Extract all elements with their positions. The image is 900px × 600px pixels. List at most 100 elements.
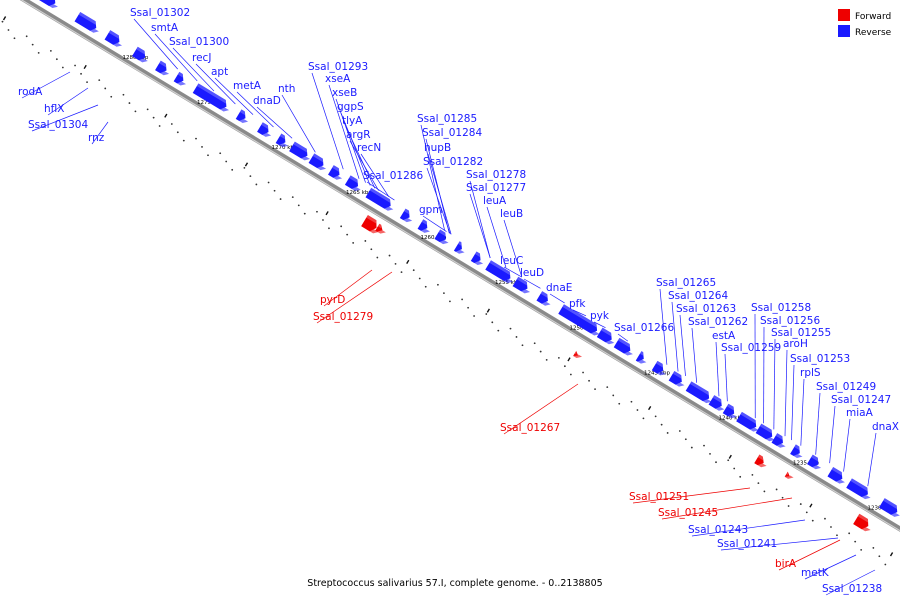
- gene-label-apt: apt: [211, 66, 228, 78]
- gene-label-ssal-01259: Ssal_01259: [721, 342, 781, 354]
- ruler-dot: [346, 233, 349, 236]
- ruler-dot: [340, 225, 343, 228]
- gene-label-ssal-01284: Ssal_01284: [422, 127, 482, 139]
- label-leader: [47, 87, 89, 116]
- ruler-dot: [225, 160, 228, 163]
- gene-arrow-reverse: [635, 351, 647, 364]
- gene-arrow-forward: [853, 513, 871, 532]
- ruler-dot: [207, 154, 209, 157]
- gene-label-hflx: hflX: [44, 103, 64, 115]
- label-leader: [503, 383, 579, 435]
- ruler-dot: [98, 79, 101, 82]
- genome-axis-line: [19, 0, 900, 532]
- ruler-dot: [37, 51, 40, 54]
- gene-label-aroh: aroH: [783, 338, 808, 350]
- gene-label-ssal-01286: Ssal_01286: [363, 170, 423, 182]
- ruler-dot: [690, 446, 693, 449]
- gene-label-ssal-01285: Ssal_01285: [417, 113, 477, 125]
- ruler-dot: [7, 29, 10, 31]
- ruler-dot: [739, 475, 742, 478]
- ruler-dot: [13, 37, 16, 40]
- gene-arrow-reverse: [722, 403, 737, 419]
- genome-caption: Streptococcus salivarius 57.I, complete …: [307, 578, 602, 589]
- ruler-dot: [152, 116, 155, 119]
- label-leader: [791, 364, 795, 441]
- gene-label-pyrd: pyrD: [320, 294, 345, 306]
- gene-arrow-reverse: [807, 454, 822, 470]
- gene-label-dnax: dnaX: [872, 421, 899, 433]
- gene-label-ssal-01238: Ssal_01238: [822, 583, 882, 595]
- gene-arrow-reverse: [26, 0, 58, 9]
- label-leader: [345, 126, 376, 189]
- label-leader: [829, 405, 836, 464]
- gene-label-dnad: dnaD: [253, 95, 281, 107]
- ruler-dot: [703, 444, 705, 447]
- ruler-tick: [164, 113, 168, 118]
- gene-arrow-reverse: [344, 175, 361, 192]
- label-leader: [773, 338, 776, 430]
- label-leader: [469, 193, 491, 259]
- ruler-dot: [388, 254, 391, 257]
- gene-arrow-reverse: [289, 141, 311, 161]
- label-leader: [91, 121, 109, 145]
- gene-label-ssal-01265: Ssal_01265: [656, 277, 716, 289]
- label-leader: [256, 106, 293, 139]
- ruler-dot: [539, 350, 542, 353]
- ruler-dot: [297, 204, 300, 207]
- gene-label-ssal-01263: Ssal_01263: [676, 303, 736, 315]
- gene-label-ssal-01282: Ssal_01282: [423, 156, 483, 168]
- gene-arrow-reverse: [275, 133, 289, 148]
- ruler-dot: [182, 139, 185, 142]
- gene-label-ssal-01304: Ssal_01304: [28, 119, 88, 131]
- ruler-dot: [678, 430, 681, 432]
- ruler-dot: [352, 242, 355, 244]
- gene-label-argr: argR: [346, 129, 371, 141]
- ruler-dot: [854, 540, 857, 543]
- gene-label-xsea: xseA: [325, 73, 351, 85]
- ruler-dot: [618, 402, 621, 405]
- gene-label-ssal-01247: Ssal_01247: [831, 394, 891, 406]
- ruler-dot: [195, 137, 197, 140]
- label-leader: [422, 215, 447, 232]
- label-leader: [691, 327, 698, 383]
- ruler-dot: [443, 292, 445, 294]
- ruler-dot: [533, 342, 536, 345]
- gene-arrow-reverse: [328, 165, 343, 180]
- ruler-dot: [805, 511, 808, 514]
- gene-arrow-reverse: [192, 83, 230, 112]
- gene-arrow-reverse: [235, 109, 249, 123]
- ruler-tick: [2, 16, 7, 21]
- ruler-dot: [267, 181, 270, 184]
- label-leader: [281, 94, 316, 153]
- ruler-dot: [545, 358, 548, 361]
- gene-label-leud: leuD: [520, 267, 544, 279]
- gene-label-hupb: hupB: [424, 142, 451, 154]
- label-leader: [31, 104, 99, 132]
- gene-label-recn: recN: [357, 142, 381, 154]
- tick-label: 1255 kbp: [495, 280, 521, 286]
- label-leader: [469, 180, 491, 259]
- gene-label-metk: metK: [801, 567, 830, 579]
- ruler-dot: [515, 336, 518, 338]
- ruler-dot: [61, 66, 64, 69]
- gene-arrow-reverse: [155, 60, 170, 76]
- label-leader: [523, 278, 541, 289]
- ruler-dot: [370, 248, 373, 251]
- ruler-dot: [582, 371, 584, 374]
- ruler-dot: [86, 81, 88, 84]
- ruler-dot: [279, 198, 282, 200]
- gene-label-ssal-01302: Ssal_01302: [130, 7, 190, 19]
- tick-label: 1240 kbp: [719, 415, 745, 421]
- gene-label-smta: smtA: [151, 22, 179, 34]
- ruler-dot: [418, 277, 421, 280]
- gene-label-nth: nth: [278, 83, 295, 95]
- label-leader: [661, 497, 793, 520]
- gene-label-leua: leuA: [483, 195, 507, 207]
- label-leader: [236, 91, 274, 128]
- gene-label-pfk: pfk: [569, 298, 586, 310]
- gene-arrow-reverse: [708, 395, 725, 411]
- ruler-dot: [485, 313, 488, 315]
- ruler-dot: [400, 271, 403, 274]
- label-leader: [778, 539, 841, 571]
- label-leader: [800, 378, 805, 446]
